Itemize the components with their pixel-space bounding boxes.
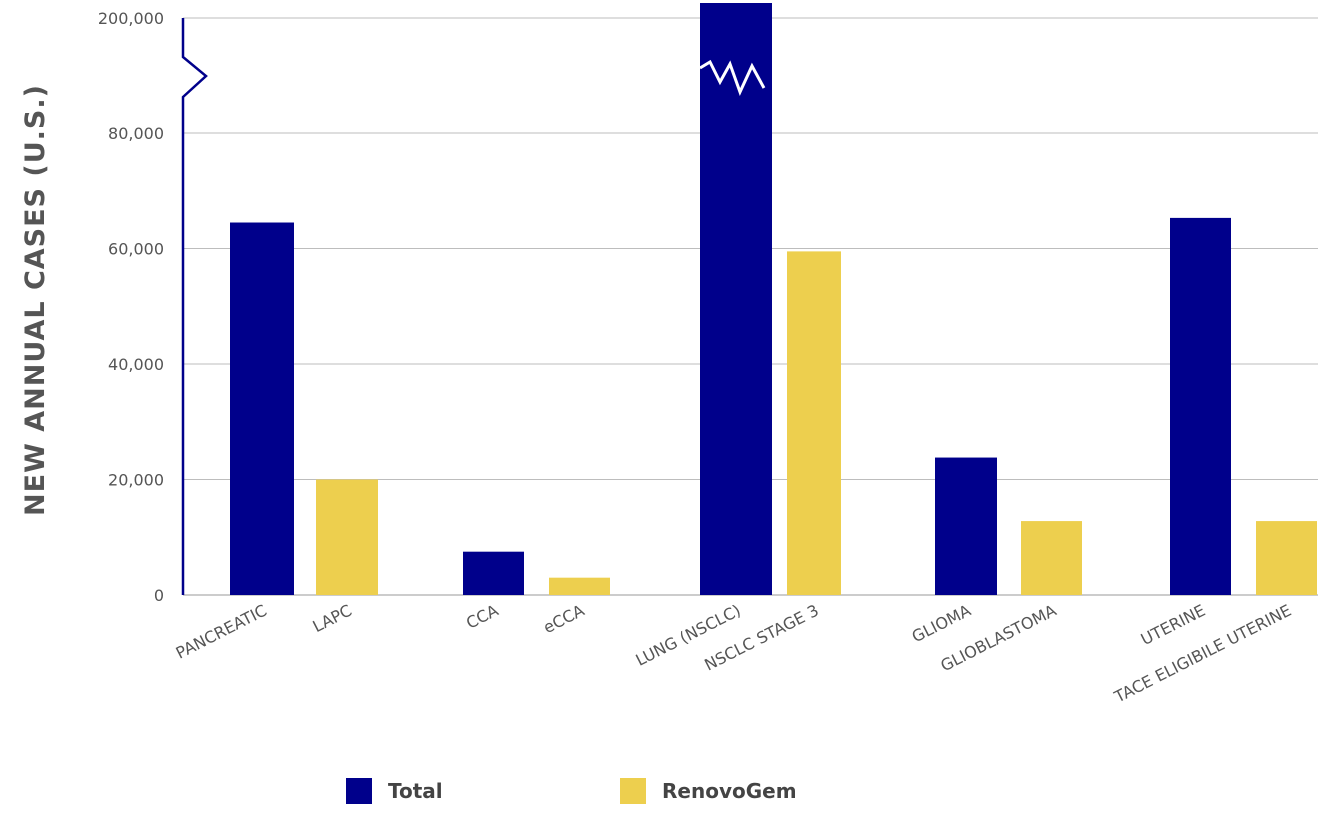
bar-lapc	[316, 479, 378, 595]
x-category-label: LAPC	[310, 601, 355, 637]
legend-label-total: Total	[388, 779, 443, 803]
bar-break-mark	[699, 59, 766, 96]
legend-item-total: Total	[346, 778, 443, 804]
bar-nsclc-stage-3	[787, 251, 841, 595]
x-category-label: CCA	[463, 601, 501, 633]
y-tick-label: 60,000	[108, 240, 164, 259]
bar-ecca	[549, 577, 610, 595]
y-tick-label: 20,000	[108, 471, 164, 490]
y-axis	[181, 18, 208, 595]
legend-item-renovogem: RenovoGem	[620, 778, 797, 804]
bar-uterine	[1170, 217, 1231, 595]
y-tick-label: 0	[154, 586, 164, 605]
bar-glioma	[935, 457, 997, 595]
legend: Total RenovoGem	[0, 778, 1320, 808]
x-category-label: GLIOMA	[909, 601, 974, 647]
legend-label-renovogem: RenovoGem	[662, 779, 797, 803]
y-tick-label: 80,000	[108, 124, 164, 143]
bar-cca	[463, 551, 524, 595]
y-axis-break-line	[181, 18, 208, 595]
legend-swatch-total	[346, 778, 372, 804]
x-category-label: PANCREATIC	[173, 601, 270, 663]
y-tick-label: 40,000	[108, 355, 164, 374]
legend-swatch-renovogem	[620, 778, 646, 804]
bar-pancreatic	[230, 222, 294, 595]
x-category-label: UTERINE	[1138, 601, 1209, 649]
y-tick-labels: 0 20,000 40,000 60,000 80,000 200,000	[98, 9, 164, 605]
x-category-labels: PANCREATIC LAPC CCA eCCA LUNG (NSCLC)NSCLC S…	[173, 601, 1295, 707]
x-category-label: eCCA	[540, 601, 587, 638]
bars	[230, 3, 1317, 595]
bar-tace-eligibile-uterine	[1256, 521, 1317, 595]
y-tick-label: 200,000	[98, 9, 164, 28]
y-axis-title: NEW ANNUAL CASES (U.S.)	[20, 84, 51, 516]
bar-lung-nsclc	[700, 3, 772, 595]
bar-glioblastoma	[1021, 521, 1082, 595]
